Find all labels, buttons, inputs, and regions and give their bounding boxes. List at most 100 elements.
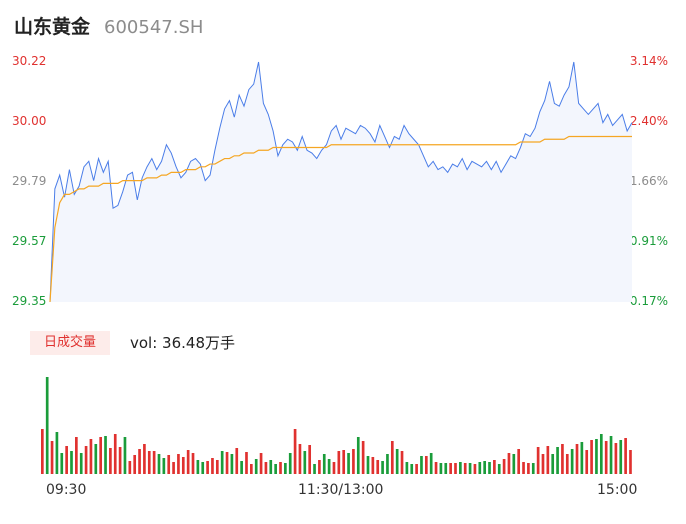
- volume-bar: [483, 461, 486, 474]
- volume-bar: [463, 463, 467, 474]
- volume-bar: [225, 452, 229, 474]
- volume-bar: [230, 454, 234, 474]
- volume-bar: [172, 462, 175, 474]
- volume-bar: [468, 463, 472, 474]
- volume-bar: [502, 459, 506, 474]
- volume-bar: [186, 450, 190, 474]
- volume-bar: [473, 464, 477, 474]
- volume-bar: [303, 451, 307, 474]
- volume-bar: [609, 436, 613, 474]
- volume-bar: [245, 452, 248, 474]
- volume-bar: [147, 451, 151, 474]
- volume-bar: [488, 462, 491, 474]
- volume-bar: [614, 443, 618, 474]
- volume-bar: [512, 454, 516, 474]
- volume-bar: [459, 462, 462, 474]
- volume-total: vol: 36.48万手: [130, 334, 235, 352]
- y-left-tick: 30.22: [12, 54, 47, 68]
- volume-bar: [79, 453, 83, 474]
- volume-bar: [211, 458, 214, 474]
- volume-bar: [400, 451, 404, 474]
- y-right-tick: 1.66%: [629, 174, 668, 188]
- average-price-line: [49, 135, 632, 303]
- stock-code: 600547.SH: [104, 17, 204, 38]
- volume-bar: [624, 438, 627, 474]
- volume-bar: [99, 437, 102, 474]
- volume-bar: [599, 434, 603, 474]
- volume-bar: [585, 450, 589, 474]
- volume-bar: [424, 456, 428, 474]
- volume-bar: [89, 439, 93, 474]
- volume-bar: [143, 444, 146, 474]
- volume-bar: [279, 462, 282, 474]
- volume-bar: [561, 444, 564, 474]
- volume-bar: [264, 462, 268, 474]
- volume-bar: [366, 456, 370, 474]
- volume-bar: [113, 434, 117, 474]
- volume-bar: [45, 377, 49, 474]
- stock-name: 山东黄金: [14, 16, 91, 38]
- volume-bar: [497, 464, 501, 474]
- volume-bar: [162, 458, 166, 474]
- volume-bar: [75, 437, 78, 474]
- volume-bar: [507, 453, 511, 474]
- y-right-tick: 0.17%: [629, 294, 668, 308]
- volume-bar: [94, 444, 98, 474]
- y-right-tick: 3.14%: [629, 54, 668, 68]
- volume-bar: [590, 440, 593, 474]
- volume-bar: [381, 461, 384, 474]
- volume-bar: [536, 447, 540, 474]
- volume-bar: [269, 460, 273, 474]
- volume-bar: [332, 462, 336, 474]
- volume-bar: [390, 441, 394, 474]
- volume-bar: [84, 446, 88, 474]
- volume-bar: [420, 456, 423, 474]
- volume-bar: [177, 454, 180, 474]
- y-right-tick: 2.40%: [629, 114, 668, 128]
- volume-bar: [109, 448, 112, 474]
- volume-bar: [454, 463, 457, 474]
- volume-bar: [65, 446, 68, 474]
- volume-bar: [123, 437, 127, 474]
- volume-bar: [206, 461, 209, 474]
- volume-bar: [118, 447, 122, 474]
- volume-bar: [527, 463, 530, 474]
- price-area: [50, 62, 632, 302]
- volume-bar: [478, 462, 482, 474]
- volume-bar: [293, 429, 297, 474]
- volume-bar: [298, 444, 302, 474]
- volume-bar: [274, 464, 277, 474]
- volume-bar: [619, 440, 623, 474]
- volume-bar: [104, 436, 107, 474]
- volume-bar: [541, 454, 545, 474]
- volume-badge[interactable]: 日成交量: [30, 331, 110, 355]
- volume-bar: [522, 462, 525, 474]
- volume-bar: [629, 450, 632, 474]
- volume-bar: [50, 441, 54, 474]
- volume-bar: [322, 454, 326, 474]
- volume-bar: [556, 447, 559, 474]
- volume-bar: [376, 460, 380, 474]
- y-left-tick: 29.57: [12, 234, 47, 248]
- volume-bar: [259, 453, 263, 474]
- volume-bar: [240, 461, 243, 474]
- volume-bar: [604, 441, 608, 474]
- volume-bar: [449, 463, 452, 474]
- volume-bar: [434, 462, 438, 474]
- y-left-tick: 29.79: [12, 174, 47, 188]
- volume-bar: [250, 464, 253, 474]
- volume-bar: [254, 459, 258, 474]
- volume-bar: [347, 453, 350, 474]
- volume-bar: [313, 464, 316, 474]
- volume-bar: [191, 453, 195, 474]
- volume-bar: [70, 451, 73, 474]
- x-tick-midday: 11:30/13:00: [298, 482, 384, 498]
- y-left-tick: 29.35: [12, 294, 47, 308]
- volume-bar: [371, 457, 375, 474]
- volume-bar: [327, 459, 331, 474]
- volume-bar: [517, 449, 521, 474]
- volume-bar: [220, 451, 224, 474]
- volume-bar: [288, 453, 292, 474]
- volume-bar: [337, 451, 341, 474]
